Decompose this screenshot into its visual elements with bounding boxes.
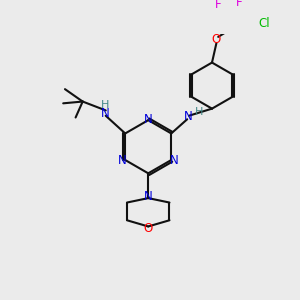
Text: O: O bbox=[212, 33, 221, 46]
Text: O: O bbox=[144, 222, 153, 235]
Text: N: N bbox=[169, 154, 178, 166]
Text: Cl: Cl bbox=[259, 17, 270, 30]
Text: H: H bbox=[194, 107, 203, 117]
Text: N: N bbox=[101, 106, 110, 120]
Text: F: F bbox=[236, 0, 243, 9]
Text: N: N bbox=[118, 154, 127, 166]
Text: H: H bbox=[100, 100, 109, 110]
Text: N: N bbox=[144, 113, 153, 126]
Text: N: N bbox=[144, 190, 153, 203]
Text: F: F bbox=[215, 0, 221, 11]
Text: N: N bbox=[184, 110, 193, 123]
